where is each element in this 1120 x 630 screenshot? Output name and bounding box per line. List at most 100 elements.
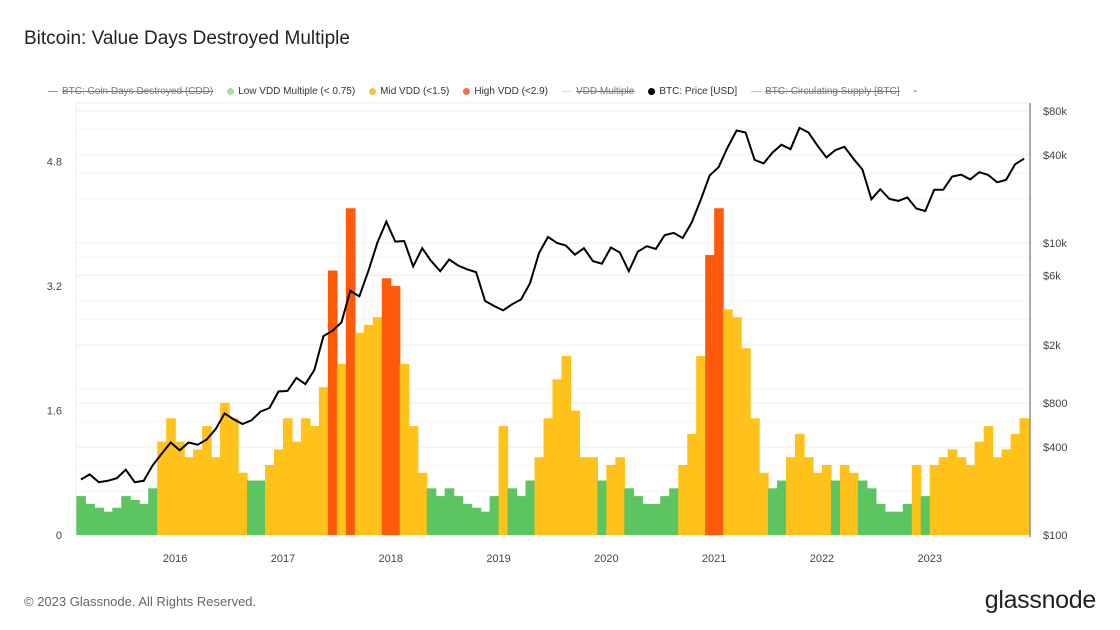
vdd-bar: [202, 426, 212, 535]
vdd-bar: [318, 387, 329, 535]
vdd-bar: [336, 363, 347, 535]
vdd-bar: [678, 464, 688, 535]
vdd-bar: [417, 472, 428, 535]
vdd-bar: [516, 496, 527, 535]
vdd-bar: [399, 363, 410, 535]
vdd-bar: [507, 488, 518, 535]
vdd-bar: [372, 317, 383, 535]
vdd-bar: [768, 488, 778, 535]
legend-label: -: [913, 86, 917, 97]
x-axis-tick: 2019: [486, 553, 510, 565]
legend-marker-icon: [463, 88, 471, 95]
right-axis-tick: $2k: [1043, 340, 1061, 352]
legend-label: BTC: Coin Days Destroyed (CDD): [62, 86, 214, 97]
vdd-bar: [803, 457, 814, 535]
legend-item[interactable]: BTC: Price [USD]: [648, 86, 737, 97]
vdd-bar: [363, 324, 374, 535]
vdd-bar: [148, 488, 158, 535]
vdd-bar: [687, 433, 697, 535]
vdd-bar: [830, 480, 841, 535]
vdd-bar: [435, 496, 446, 535]
legend-item[interactable]: BTC: Coin Days Destroyed (CDD): [48, 86, 213, 97]
vdd-bar: [920, 496, 931, 535]
vdd-bar: [893, 511, 904, 535]
legend-marker-icon: [48, 91, 58, 92]
legend-marker-icon: [648, 88, 656, 95]
vdd-bar: [848, 472, 859, 535]
vdd-bar: [723, 309, 733, 535]
vdd-bar: [938, 457, 949, 535]
vdd-bar: [444, 488, 455, 535]
vdd-bar: [453, 496, 464, 535]
vdd-bar: [381, 278, 392, 535]
vdd-bar: [157, 441, 167, 535]
legend-label: VDD Multiple: [575, 86, 635, 97]
vdd-bar: [839, 464, 850, 535]
vdd-bar: [390, 286, 401, 535]
vdd-bar: [543, 418, 554, 535]
vdd-bar: [579, 457, 590, 535]
vdd-bar: [238, 472, 248, 535]
vdd-bar: [480, 511, 491, 535]
chart-title: Bitcoin: Value Days Destroyed Multiple: [24, 28, 350, 49]
vdd-bar: [175, 441, 185, 535]
vdd-bar: [489, 496, 500, 535]
vdd-bar: [345, 208, 356, 535]
right-axis-tick: $40k: [1043, 150, 1067, 162]
vdd-bar: [965, 464, 976, 535]
legend-item[interactable]: BTC: Circulating Supply [BTC]: [751, 86, 900, 97]
vdd-bar: [786, 457, 796, 535]
vdd-bar: [1001, 449, 1012, 535]
vdd-bar: [956, 457, 967, 535]
legend-item[interactable]: Low VDD Multiple (< 0.75): [227, 86, 355, 97]
vdd-bar: [1019, 418, 1030, 535]
left-axis-tick: 1.6: [47, 406, 62, 418]
vdd-bar: [606, 464, 616, 535]
vdd-bar: [983, 426, 994, 535]
vdd-bar: [327, 270, 338, 535]
legend-item[interactable]: Mid VDD (<1.5): [369, 86, 449, 97]
vdd-bar: [714, 208, 724, 535]
vdd-bar: [121, 496, 131, 535]
vdd-bar: [166, 418, 176, 535]
vdd-bar: [615, 457, 625, 535]
vdd-bar: [795, 433, 805, 535]
right-axis-tick: $400: [1043, 442, 1067, 454]
vdd-bar: [211, 457, 221, 535]
legend-item[interactable]: VDD Multiple: [561, 86, 635, 97]
vdd-bar: [642, 503, 652, 535]
vdd-bar: [561, 356, 572, 535]
vdd-bar: [273, 449, 284, 535]
vdd-bar: [696, 356, 706, 535]
vdd-bar: [220, 402, 230, 535]
vdd-bar: [759, 472, 769, 535]
vdd-bar: [750, 418, 760, 535]
vdd-bar: [875, 503, 886, 535]
left-axis-tick: 0: [56, 530, 62, 542]
vdd-bar: [866, 488, 877, 535]
vdd-bar: [256, 480, 266, 535]
vdd-bar: [76, 496, 86, 535]
vdd-bar: [929, 464, 940, 535]
legend-item[interactable]: -: [914, 86, 917, 97]
right-axis-tick: $800: [1043, 398, 1067, 410]
vdd-bar: [732, 317, 742, 535]
legend-label: High VDD (<2.9): [474, 86, 548, 97]
vdd-bar: [705, 254, 715, 535]
price-line: [80, 126, 1025, 484]
left-axis-tick: 4.8: [47, 157, 62, 169]
right-axis-tick: $6k: [1043, 270, 1061, 282]
vdd-bar: [911, 464, 922, 535]
x-axis-tick: 2016: [163, 553, 187, 565]
vdd-bar: [103, 511, 113, 535]
legend-item[interactable]: High VDD (<2.9): [463, 86, 548, 97]
vdd-bar: [462, 503, 473, 535]
left-axis-tick: 3.2: [47, 281, 62, 293]
vdd-bar: [1010, 433, 1021, 535]
vdd-bar: [624, 488, 634, 535]
right-axis-tick: $80k: [1043, 106, 1067, 118]
legend-label: Low VDD Multiple (< 0.75): [238, 86, 356, 97]
legend-label: BTC: Price [USD]: [659, 86, 738, 97]
copyright: © 2023 Glassnode. All Rights Reserved.: [24, 594, 257, 609]
